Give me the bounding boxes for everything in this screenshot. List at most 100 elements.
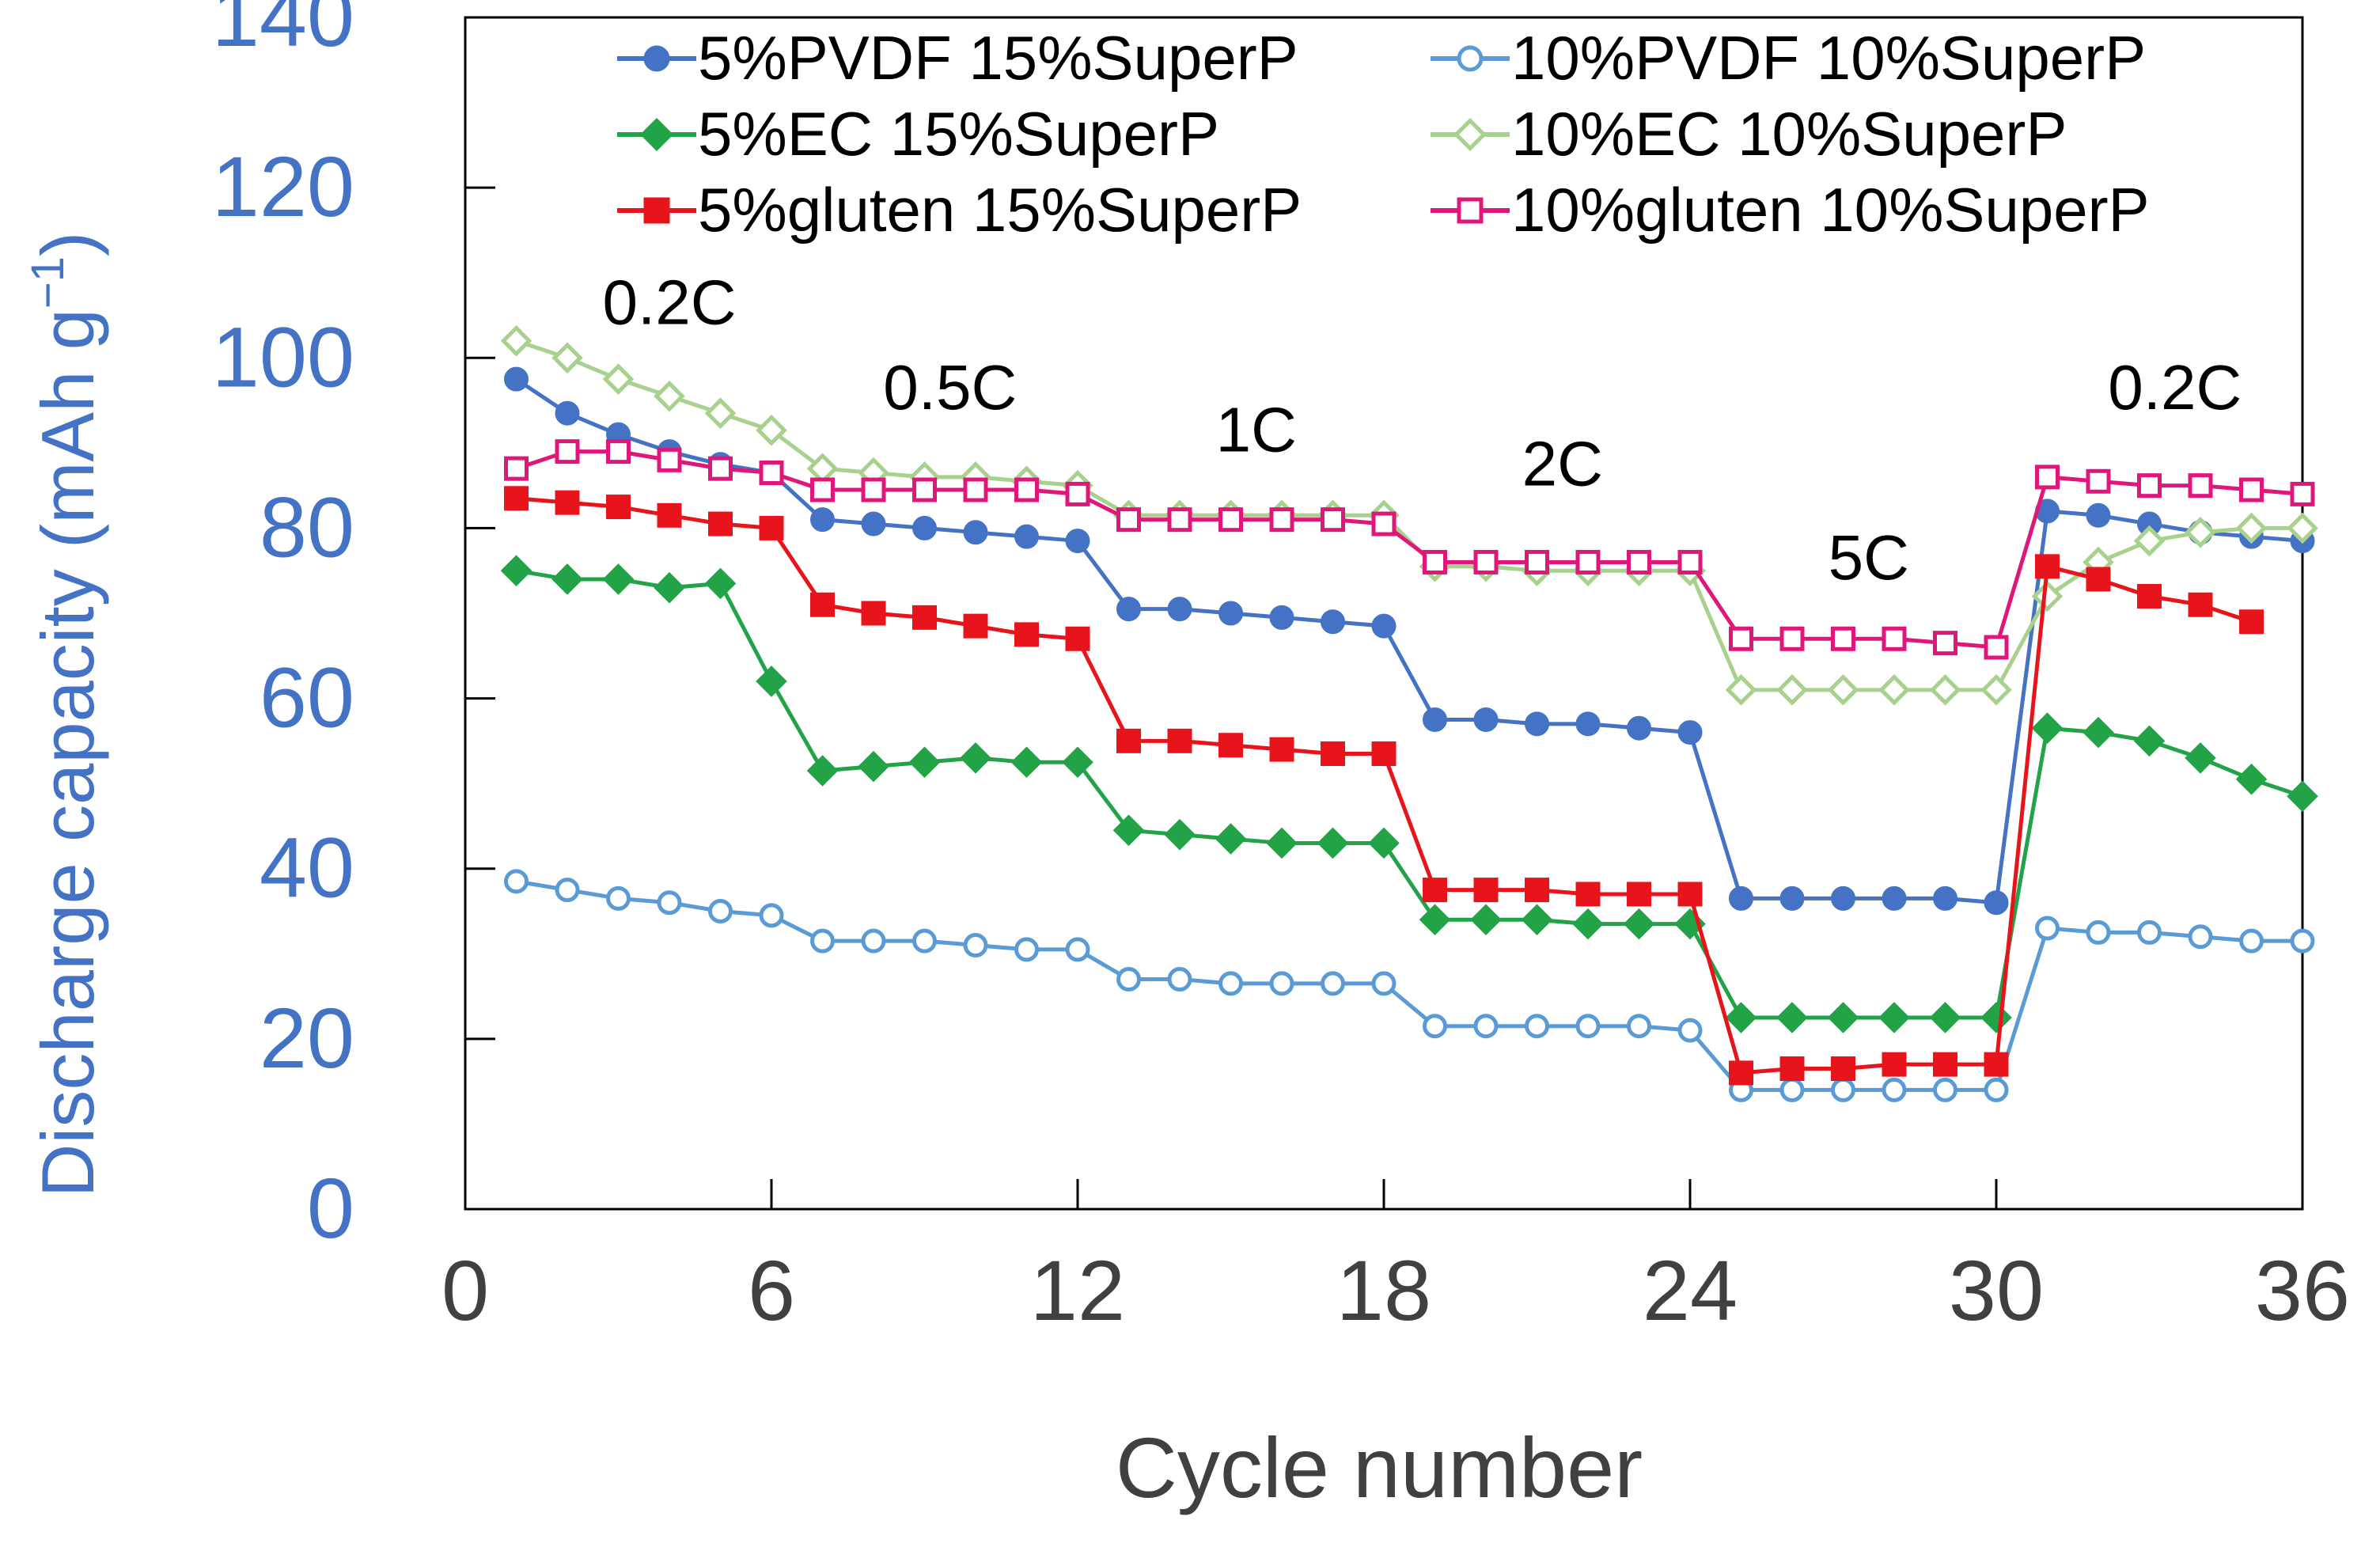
data-point [1269, 507, 1294, 533]
y-axis-title-main: Discharge capacity (mAh g [26, 309, 109, 1197]
x-tick-label: 36 [2255, 1242, 2350, 1338]
data-point [708, 456, 733, 481]
data-point [1984, 1077, 2009, 1102]
legend-label: 5%EC 15%SuperP [698, 99, 1219, 169]
data-point [759, 515, 784, 540]
legend: 5%PVDF 15%SuperP 10%PVDF 10%SuperP 5%EC 15… [617, 23, 2150, 245]
data-point [1677, 1018, 1703, 1043]
data-point [1167, 728, 1192, 753]
x-axis-title: Cycle number [1116, 1420, 1643, 1515]
data-point [861, 477, 886, 502]
data-point [1677, 549, 1703, 574]
x-tick-label: 0 [442, 1242, 489, 1338]
data-point [1010, 746, 1043, 779]
data-point [2031, 580, 2064, 612]
data-point [1317, 827, 1349, 859]
data-point [1525, 878, 1549, 903]
legend-label: 10%gluten 10%SuperP [1511, 175, 2150, 245]
data-point [861, 601, 886, 626]
legend-label: 5%gluten 15%SuperP [698, 175, 1302, 245]
data-point [1623, 908, 1655, 940]
x-tick-label: 30 [1949, 1242, 2044, 1338]
data-point [654, 380, 685, 412]
data-point [2035, 916, 2060, 941]
data-point [1572, 908, 1604, 940]
data-point [1062, 746, 1093, 779]
data-point [1980, 674, 2012, 706]
data-point [708, 511, 733, 537]
data-point [708, 899, 733, 923]
y-tick-label: 140 [212, 0, 354, 64]
data-point [1371, 971, 1397, 996]
data-point [2086, 567, 2111, 592]
data-point [1164, 818, 1196, 851]
data-point [1065, 937, 1090, 962]
data-point [1525, 549, 1549, 574]
rate-label: 1C [1216, 395, 1297, 465]
series-line [516, 568, 2303, 1020]
data-point [912, 928, 937, 954]
data-point [1878, 674, 1910, 706]
data-point [1167, 597, 1192, 622]
data-point [1575, 549, 1601, 574]
data-point [810, 507, 835, 533]
series-3 [500, 555, 2318, 1033]
axes-group: 0 6 12 18 24 30 36 0 20 40 60 80 100 120 140 [212, 0, 2350, 1338]
legend-item: 10%PVDF 10%SuperP [1431, 23, 2146, 93]
data-point [551, 563, 583, 595]
data-point [2188, 592, 2213, 617]
data-point [2031, 712, 2064, 745]
data-point [1933, 885, 1957, 911]
data-point [1371, 511, 1397, 537]
data-point [1627, 882, 1651, 907]
data-point [756, 665, 787, 697]
data-point [1779, 885, 1805, 911]
series-2 [504, 869, 2315, 1102]
data-point [1882, 1052, 1907, 1077]
data-point [1882, 626, 1907, 651]
data-point [657, 447, 682, 472]
legend-marker [1453, 117, 1488, 152]
data-point [606, 885, 631, 911]
data-point [1984, 890, 2009, 916]
data-point [657, 502, 682, 528]
data-point [963, 520, 988, 545]
data-point [1215, 823, 1247, 855]
data-point [2086, 502, 2111, 528]
data-point [555, 878, 580, 903]
data-point [1218, 733, 1243, 758]
data-point [1419, 904, 1451, 936]
rate-label: 2C [1522, 429, 1603, 499]
y-tick-label: 0 [307, 1160, 354, 1256]
data-point [2035, 554, 2060, 579]
data-point [1575, 711, 1601, 737]
legend-marker [1457, 197, 1484, 224]
data-point [1371, 613, 1397, 639]
data-point [1729, 626, 1753, 651]
data-point [861, 928, 886, 954]
y-axis-title: Discharge capacity (mAh g−1) [22, 232, 109, 1198]
data-point [1929, 1002, 1961, 1033]
data-point [810, 477, 835, 502]
data-point [1933, 631, 1957, 656]
data-point [1575, 1014, 1601, 1039]
data-point [1575, 882, 1601, 907]
data-point [858, 750, 889, 783]
y-tick-label: 40 [260, 820, 354, 916]
data-point [2185, 517, 2216, 548]
legend-item: 5%PVDF 15%SuperP [617, 23, 1298, 93]
data-point [1218, 601, 1243, 626]
legend-marker [643, 45, 670, 72]
data-point [1929, 674, 1961, 706]
data-point [963, 933, 988, 958]
data-point [1269, 971, 1294, 996]
y-tick-label: 20 [260, 990, 354, 1086]
legend-item: 5%gluten 15%SuperP [617, 175, 1302, 245]
data-point [1984, 635, 2009, 660]
series-5 [504, 486, 2264, 1086]
y-tick-label: 100 [212, 309, 354, 404]
data-point [2239, 609, 2264, 635]
data-point [2086, 468, 2111, 494]
data-point [2137, 473, 2162, 499]
data-point [1112, 814, 1145, 847]
